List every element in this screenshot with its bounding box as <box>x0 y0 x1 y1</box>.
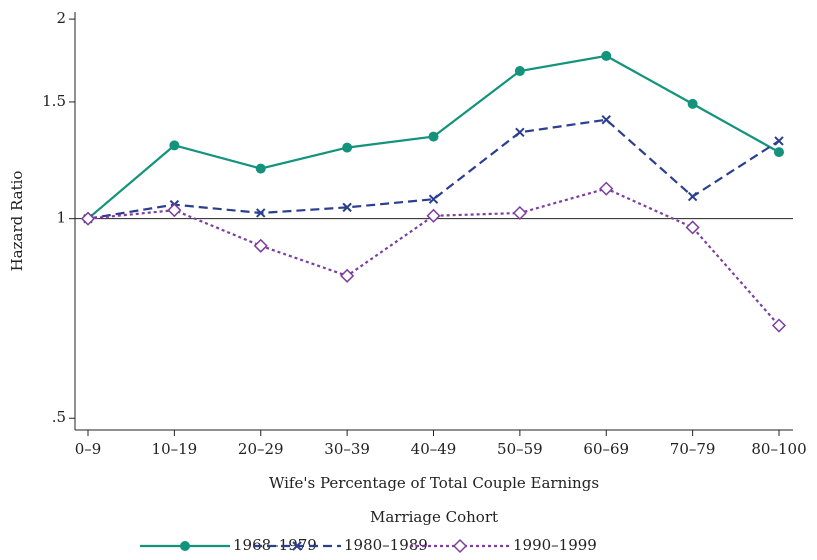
marker <box>342 142 353 153</box>
marker <box>169 140 180 151</box>
x-tick-label: 80–100 <box>751 440 806 458</box>
x-tick-label: 40–49 <box>411 440 457 458</box>
marker <box>452 538 468 554</box>
marker <box>426 208 441 223</box>
x-tick-label: 60–69 <box>583 440 629 458</box>
marker <box>599 181 614 196</box>
marker <box>167 203 182 218</box>
x-tick-label: 0–9 <box>75 440 102 458</box>
marker <box>685 220 700 235</box>
marker <box>428 131 439 142</box>
marker <box>255 163 266 174</box>
x-tick-label: 10–19 <box>152 440 198 458</box>
marker <box>512 205 527 221</box>
x-tick-label: 50–59 <box>497 440 543 458</box>
x-tick-label: 30–39 <box>324 440 370 458</box>
y-tick-label: 1.5 <box>42 92 66 110</box>
legend-label: 1990–1999 <box>513 536 597 554</box>
marker <box>253 238 268 253</box>
x-tick-label: 70–79 <box>670 440 716 458</box>
marker <box>292 541 302 551</box>
marker <box>80 211 96 226</box>
legend-label: 1980–1989 <box>344 536 428 554</box>
marker <box>601 115 611 125</box>
marker <box>342 202 352 213</box>
y-tick-label: 2 <box>56 9 66 27</box>
marker <box>774 147 784 158</box>
marker <box>774 136 784 146</box>
marker <box>256 208 266 218</box>
marker <box>340 268 355 283</box>
marker <box>514 66 525 77</box>
x-axis-label: Wife's Percentage of Total Couple Earnin… <box>269 474 599 492</box>
marker <box>687 191 698 202</box>
marker <box>687 98 698 109</box>
y-axis-label: Hazard Ratio <box>8 171 26 272</box>
marker <box>771 318 787 333</box>
x-tick-label: 20–29 <box>238 440 284 458</box>
marker <box>601 50 612 61</box>
marker <box>180 541 190 551</box>
marker <box>515 127 525 137</box>
series-line <box>87 118 780 220</box>
legend-title: Marriage Cohort <box>370 508 498 526</box>
marker <box>428 194 439 204</box>
y-tick-label: .5 <box>52 408 66 426</box>
y-tick-label: 1 <box>56 209 66 227</box>
